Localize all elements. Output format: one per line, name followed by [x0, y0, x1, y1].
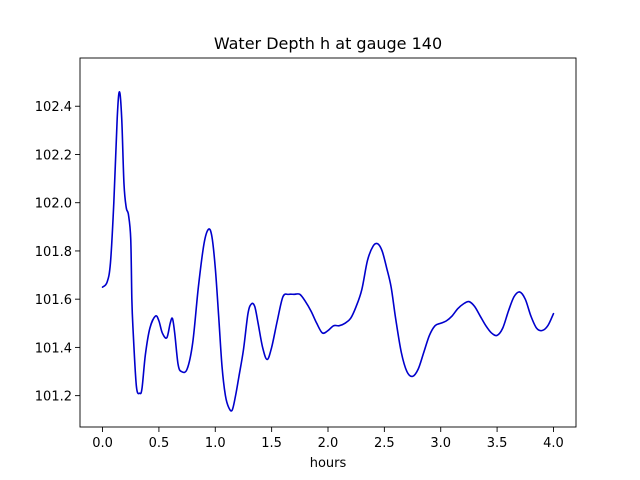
x-tick-label: 4.0 [543, 436, 564, 451]
y-tick-label: 102.0 [35, 197, 72, 212]
x-tick-label: 3.5 [487, 436, 508, 451]
y-axis: 101.2 101.4 101.6 101.8 102.0 102.2 102.4 [35, 100, 80, 405]
y-tick-label: 101.6 [35, 293, 72, 308]
x-axis-label: hours [310, 456, 347, 471]
x-axis: 0.0 0.5 1.0 1.5 2.0 2.5 3.0 3.5 4.0 [92, 427, 564, 451]
series-line [101, 90, 555, 412]
x-tick-label: 3.0 [430, 436, 451, 451]
chart-title: Water Depth h at gauge 140 [214, 34, 442, 53]
x-tick-label: 0.5 [149, 436, 170, 451]
x-tick-label: 0.0 [92, 436, 113, 451]
y-tick-label: 101.2 [35, 390, 72, 405]
y-tick-label: 102.2 [35, 148, 72, 163]
y-tick-label: 101.8 [35, 245, 72, 260]
x-tick-label: 2.0 [318, 436, 339, 451]
x-tick-label: 1.5 [261, 436, 282, 451]
x-tick-label: 2.5 [374, 436, 395, 451]
y-tick-label: 102.4 [35, 100, 72, 115]
y-tick-label: 101.4 [35, 341, 72, 356]
x-tick-label: 1.0 [205, 436, 226, 451]
